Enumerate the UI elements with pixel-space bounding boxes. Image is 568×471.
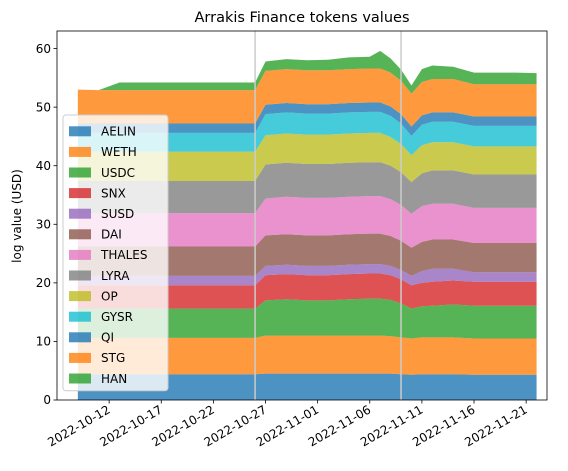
legend-label-lyra: LYRA: [101, 269, 130, 283]
legend-label-qi: QI: [101, 331, 114, 345]
area-lyra: [77, 162, 537, 214]
legend-swatch-thales: [69, 249, 91, 260]
legend-label-snx: SNX: [101, 186, 126, 200]
vertical-lines: [254, 31, 402, 400]
legend-swatch-han: [69, 373, 91, 384]
y-tick-label: 0: [43, 393, 51, 407]
legend-label-weth: WETH: [101, 145, 137, 159]
area-snx: [77, 273, 537, 309]
area-susd: [77, 264, 537, 286]
area-gysr: [77, 111, 537, 156]
area-aelin: [77, 373, 537, 400]
y-tick-label: 40: [36, 159, 51, 173]
y-axis-label: log value (USD): [10, 169, 24, 263]
legend-swatch-qi: [69, 332, 91, 343]
legend-label-usdc: USDC: [101, 166, 135, 180]
legend-swatch-snx: [69, 188, 91, 199]
legend-swatch-dai: [69, 229, 91, 240]
y-tick-label: 10: [36, 335, 51, 349]
legend-label-stg: STG: [101, 351, 125, 365]
legend-label-thales: THALES: [100, 248, 147, 262]
y-tick-label: 20: [36, 276, 51, 290]
y-tick-label: 50: [36, 100, 51, 114]
legend-swatch-op: [69, 291, 91, 302]
legend-label-gysr: GYSR: [101, 310, 133, 324]
legend-label-susd: SUSD: [101, 207, 134, 221]
legend-swatch-weth: [69, 146, 91, 157]
legend-swatch-lyra: [69, 270, 91, 281]
legend-swatch-aelin: [69, 126, 91, 137]
legend-swatch-stg: [69, 352, 91, 363]
legend-swatch-usdc: [69, 167, 91, 178]
legend-label-aelin: AELIN: [101, 125, 136, 139]
area-qi: [77, 102, 537, 136]
legend-label-han: HAN: [101, 372, 127, 386]
legend-box: [62, 114, 169, 392]
area-han: [77, 50, 537, 94]
y-tick-label: 60: [36, 42, 51, 56]
area-dai: [77, 233, 537, 276]
legend-label-dai: DAI: [101, 228, 122, 242]
legend-swatch-gysr: [69, 311, 91, 322]
y-tick-label: 30: [36, 217, 51, 231]
area-usdc: [77, 298, 537, 339]
legend-swatch-susd: [69, 208, 91, 219]
area-weth: [77, 335, 537, 375]
legend: AELIN WETH USDC SNX SUSD DAI THALES LYRA OP GYSR Q…: [62, 114, 169, 392]
area-series-group: [77, 50, 537, 400]
chart-title: Arrakis Finance tokens values: [194, 10, 409, 26]
legend-label-op: OP: [101, 289, 118, 303]
plot-frame: [56, 30, 548, 401]
area-stg: [77, 68, 537, 127]
area-thales: [77, 196, 537, 248]
